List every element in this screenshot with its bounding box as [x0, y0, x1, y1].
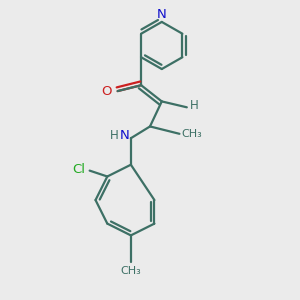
Text: O: O: [101, 85, 112, 98]
Text: CH₃: CH₃: [121, 266, 141, 276]
Text: N: N: [157, 8, 167, 21]
Text: H: H: [110, 129, 119, 142]
Text: CH₃: CH₃: [182, 129, 202, 139]
Text: N: N: [119, 129, 129, 142]
Text: H: H: [190, 99, 199, 112]
Text: Cl: Cl: [72, 163, 85, 176]
